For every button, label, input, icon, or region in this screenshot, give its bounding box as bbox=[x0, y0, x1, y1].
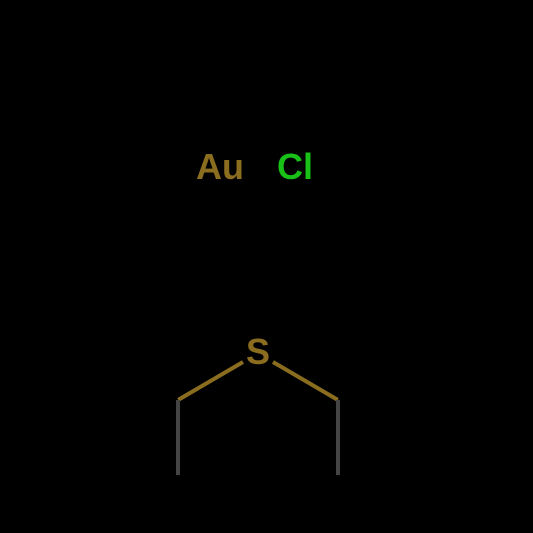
bond-left-down bbox=[176, 400, 180, 475]
molecule-canvas: Au Cl S bbox=[0, 0, 533, 533]
bond-s-left bbox=[177, 360, 244, 401]
bond-s-right bbox=[272, 360, 339, 401]
atom-cl: Cl bbox=[277, 146, 313, 188]
atom-au: Au bbox=[196, 146, 244, 188]
atom-s: S bbox=[246, 331, 270, 373]
bond-right-down bbox=[336, 400, 340, 475]
